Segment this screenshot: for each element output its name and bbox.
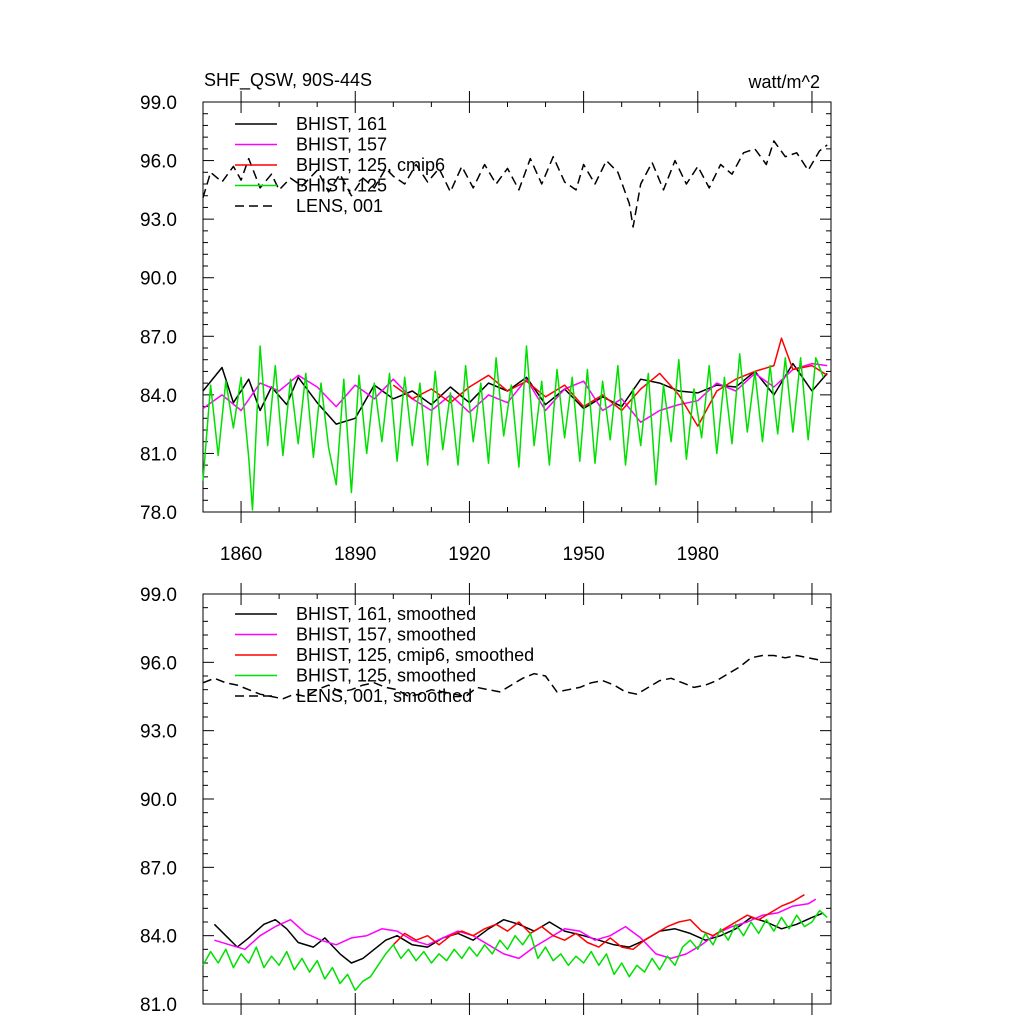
y-tick-label: 84.0 bbox=[140, 386, 177, 407]
legend-label: LENS, 001, smoothed bbox=[296, 686, 472, 706]
series-line bbox=[202, 362, 828, 425]
y-tick-label: 84.0 bbox=[140, 927, 177, 948]
legend-label: LENS, 001 bbox=[296, 196, 383, 216]
series-line bbox=[202, 345, 825, 511]
x-tick-label: 1950 bbox=[562, 544, 604, 565]
y-tick-label: 93.0 bbox=[140, 722, 177, 743]
legend-label: BHIST, 157 bbox=[296, 135, 387, 155]
series-line bbox=[202, 654, 820, 700]
series-line bbox=[202, 909, 828, 992]
bottom-panel: 81.0 84.0 87.0 90.0 93.0 96.0 99.0 BHIST, 161, … bbox=[140, 583, 832, 1016]
chart-units: watt/m^2 bbox=[748, 72, 820, 92]
series-line bbox=[202, 140, 828, 228]
y-tick-label: 93.0 bbox=[140, 210, 177, 231]
y-tick-label: 99.0 bbox=[140, 585, 177, 606]
y-tick-label: 96.0 bbox=[140, 152, 177, 173]
x-tick-label: 1980 bbox=[677, 544, 719, 565]
legend-label: BHIST, 161 bbox=[296, 114, 387, 134]
chart-title: SHF_QSW, 90S-44S bbox=[204, 70, 372, 91]
y-tick-label: 81.0 bbox=[140, 444, 177, 465]
series-line bbox=[213, 912, 824, 964]
y-tick-label: 99.0 bbox=[140, 93, 177, 114]
y-tick-label: 87.0 bbox=[140, 327, 177, 348]
legend-label: BHIST, 125 bbox=[296, 176, 387, 196]
x-tick-label: 1860 bbox=[220, 544, 262, 565]
legend-label: BHIST, 125, smoothed bbox=[296, 666, 476, 686]
y-tick-label: 96.0 bbox=[140, 653, 177, 674]
y-tick-label: 90.0 bbox=[140, 790, 177, 811]
series-line bbox=[392, 337, 828, 427]
top-panel: 78.0 81.0 84.0 87.0 90.0 93.0 96.0 99.0 1860 1890… bbox=[140, 91, 832, 565]
x-tick-label: 1920 bbox=[448, 544, 490, 565]
legend-label: BHIST, 157, smoothed bbox=[296, 625, 476, 645]
series-line bbox=[202, 362, 828, 423]
legend-label: BHIST, 125, cmip6 bbox=[296, 155, 445, 175]
series-line bbox=[392, 894, 805, 951]
plot-frame bbox=[202, 101, 832, 513]
y-tick-label: 87.0 bbox=[140, 858, 177, 879]
legend-label: BHIST, 125, cmip6, smoothed bbox=[296, 645, 534, 665]
y-tick-label: 90.0 bbox=[140, 269, 177, 290]
legend-label: BHIST, 161, smoothed bbox=[296, 604, 476, 624]
x-tick-label: 1890 bbox=[334, 544, 376, 565]
y-tick-label: 81.0 bbox=[140, 995, 177, 1016]
y-tick-label: 78.0 bbox=[140, 503, 177, 524]
